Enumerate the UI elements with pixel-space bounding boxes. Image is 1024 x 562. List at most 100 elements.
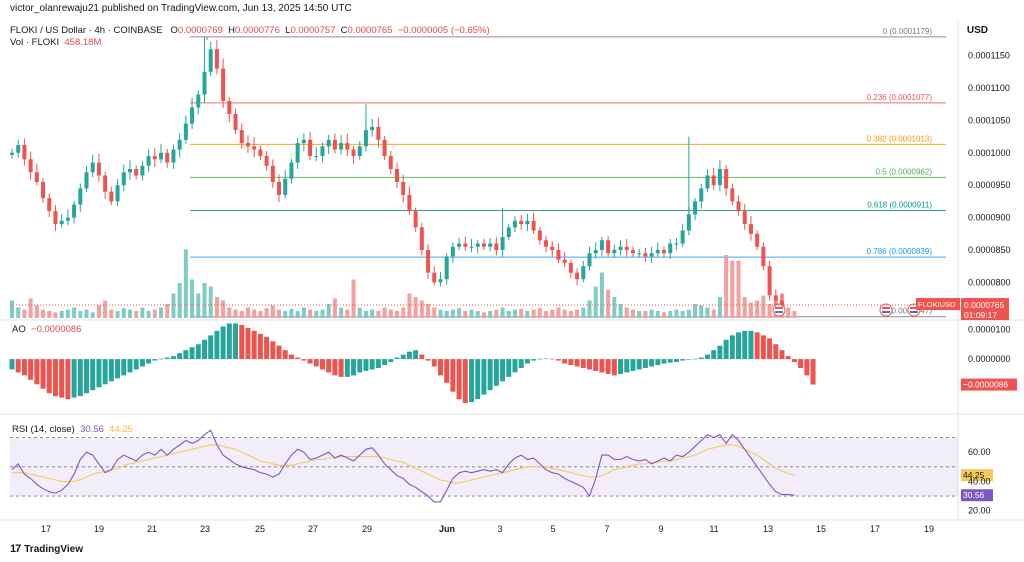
candle-body[interactable] [593, 249, 598, 254]
candle-body[interactable] [500, 237, 505, 250]
volume-bar[interactable] [22, 309, 27, 318]
candle-body[interactable] [780, 300, 784, 306]
volume-bar[interactable] [717, 297, 722, 318]
volume-bar[interactable] [295, 311, 300, 318]
ao-bar[interactable] [77, 359, 83, 397]
ao-bar[interactable] [568, 359, 574, 365]
volume-bar[interactable] [481, 312, 486, 318]
candle-body[interactable] [127, 169, 132, 173]
volume-bar[interactable] [500, 307, 505, 319]
ao-bar[interactable] [214, 330, 220, 360]
ao-bar[interactable] [115, 359, 121, 379]
ao-bar[interactable] [723, 339, 729, 360]
volume-bar[interactable] [618, 304, 623, 318]
volume-bar[interactable] [512, 309, 517, 318]
currency-label[interactable]: USD [966, 25, 988, 36]
ao-bar[interactable] [754, 332, 760, 360]
candle-body[interactable] [475, 243, 480, 247]
volume-bar[interactable] [16, 307, 21, 319]
volume-bar[interactable] [47, 311, 52, 318]
volume-bar[interactable] [376, 311, 381, 318]
candle-body[interactable] [10, 152, 14, 155]
candle-body[interactable] [481, 243, 486, 247]
volume-bar[interactable] [382, 307, 387, 319]
volume-bar[interactable] [202, 283, 207, 318]
ao-bar[interactable] [394, 357, 400, 360]
ao-bar[interactable] [52, 359, 58, 397]
candle-body[interactable] [556, 249, 561, 260]
ao-bar[interactable] [170, 356, 176, 360]
candle-body[interactable] [469, 246, 474, 248]
ao-bar[interactable] [593, 359, 599, 371]
ao-bar[interactable] [810, 359, 816, 385]
candle-body[interactable] [655, 249, 660, 254]
volume-bar[interactable] [127, 309, 132, 318]
candle-body[interactable] [426, 249, 431, 273]
ao-bar[interactable] [555, 359, 561, 361]
ao-bar[interactable] [319, 359, 325, 370]
volume-bar[interactable] [531, 309, 536, 318]
candle-body[interactable] [512, 220, 517, 228]
ao-bar[interactable] [531, 359, 537, 361]
volume-bar[interactable] [351, 279, 356, 319]
volume-bar[interactable] [637, 311, 642, 318]
ao-bar[interactable] [661, 359, 667, 364]
candle-body[interactable] [171, 149, 176, 163]
candle-body[interactable] [450, 246, 455, 257]
candle-body[interactable] [233, 113, 238, 131]
candle-body[interactable] [531, 220, 536, 231]
volume-bar[interactable] [28, 298, 33, 318]
volume-bar[interactable] [786, 307, 791, 319]
volume-bar[interactable] [736, 260, 741, 318]
ao-bar[interactable] [673, 359, 679, 363]
candle-body[interactable] [270, 165, 275, 182]
ao-bar[interactable] [226, 323, 232, 360]
candle-body[interactable] [345, 143, 350, 150]
ao-bar[interactable] [28, 359, 34, 380]
candle-body[interactable] [308, 139, 313, 157]
volume-bar[interactable] [103, 300, 108, 319]
candle-body[interactable] [767, 266, 772, 296]
candle-body[interactable] [736, 201, 741, 212]
candle-body[interactable] [395, 169, 399, 182]
volume-bar[interactable] [53, 312, 58, 318]
ao-bar[interactable] [686, 359, 692, 360]
volume-bar[interactable] [575, 309, 580, 318]
volume-bar[interactable] [140, 307, 145, 319]
candle-body[interactable] [78, 188, 83, 205]
volume-bar[interactable] [277, 309, 282, 318]
ao-bar[interactable] [84, 359, 90, 394]
ao-bar[interactable] [382, 359, 388, 365]
candle-body[interactable] [357, 146, 362, 157]
ao-bar[interactable] [711, 350, 717, 360]
volume-bar[interactable] [171, 293, 176, 319]
volume-bar[interactable] [494, 309, 499, 318]
candle-body[interactable] [34, 172, 39, 182]
candle-body[interactable] [115, 185, 120, 202]
ao-bar[interactable] [431, 359, 437, 367]
volume-bar[interactable] [730, 260, 735, 318]
volume-bar[interactable] [183, 249, 188, 318]
ao-bar[interactable] [642, 359, 648, 368]
ao-bar[interactable] [425, 359, 431, 361]
volume-bar[interactable] [643, 311, 648, 318]
volume-bar[interactable] [72, 307, 77, 319]
ao-bar[interactable] [773, 344, 779, 360]
candle-body[interactable] [494, 243, 499, 250]
ao-bar[interactable] [357, 359, 363, 373]
ao-bar[interactable] [618, 359, 624, 374]
ao-bar[interactable] [798, 359, 804, 368]
ao-bar[interactable] [605, 359, 611, 374]
candle-body[interactable] [624, 246, 629, 250]
ao-bar[interactable] [419, 354, 425, 360]
ao-bar[interactable] [599, 359, 605, 373]
candle-body[interactable] [575, 272, 580, 280]
ao-bar[interactable] [667, 359, 673, 363]
volume-bar[interactable] [90, 312, 95, 318]
candle-body[interactable] [140, 165, 145, 176]
candle-body[interactable] [22, 145, 27, 160]
candle-body[interactable] [121, 172, 126, 186]
symbol-tag[interactable] [916, 298, 960, 311]
ao-bar[interactable] [270, 341, 276, 360]
